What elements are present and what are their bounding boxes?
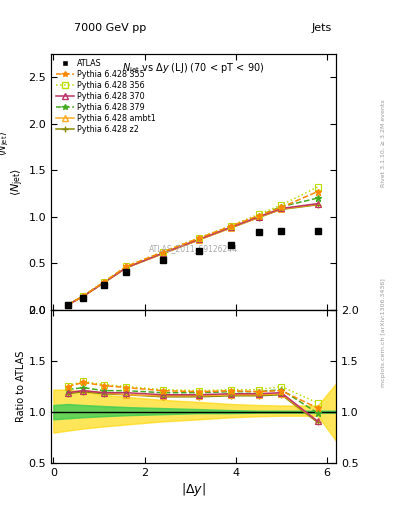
- Text: 7000 GeV pp: 7000 GeV pp: [74, 23, 146, 33]
- Text: mcplots.cern.ch [arXiv:1306.3436]: mcplots.cern.ch [arXiv:1306.3436]: [381, 279, 386, 387]
- Text: Jets: Jets: [312, 23, 332, 33]
- Text: Rivet 3.1.10, ≥ 3.2M events: Rivet 3.1.10, ≥ 3.2M events: [381, 99, 386, 187]
- Legend: ATLAS, Pythia 6.428 355, Pythia 6.428 356, Pythia 6.428 370, Pythia 6.428 379, P: ATLAS, Pythia 6.428 355, Pythia 6.428 35…: [53, 56, 158, 136]
- Text: ATLAS_2011_S9126244: ATLAS_2011_S9126244: [149, 244, 238, 253]
- Text: $N_\mathrm{jet}$ vs $\Delta y$ (LJ) (70 < pT < 90): $N_\mathrm{jet}$ vs $\Delta y$ (LJ) (70 …: [122, 61, 265, 76]
- Y-axis label: $\langle N_\mathrm{jet}\rangle$: $\langle N_\mathrm{jet}\rangle$: [9, 167, 26, 196]
- Y-axis label: Ratio to ATLAS: Ratio to ATLAS: [16, 351, 26, 422]
- Text: $\langle N_\mathrm{jet}\rangle$: $\langle N_\mathrm{jet}\rangle$: [0, 131, 11, 156]
- X-axis label: $|\Delta y|$: $|\Delta y|$: [181, 481, 206, 498]
